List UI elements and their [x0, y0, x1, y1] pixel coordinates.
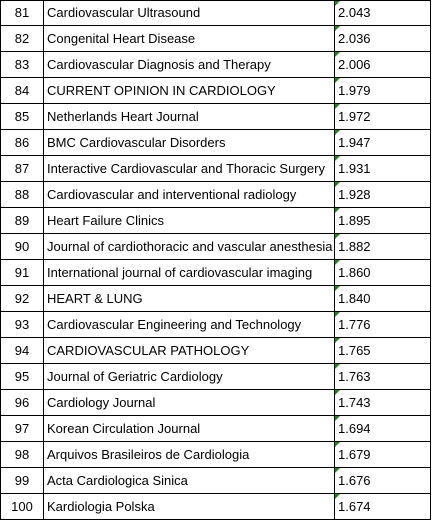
journal-name-cell[interactable]: Cardiovascular Engineering and Technolog… — [44, 312, 335, 338]
journal-name-cell[interactable]: Journal of cardiothoracic and vascular a… — [44, 234, 335, 260]
impact-value-cell[interactable]: 1.679 — [335, 442, 431, 468]
table-row: 84 CURRENT OPINION IN CARDIOLOGY 1.979 — [0, 78, 434, 104]
table-row: 82 Congenital Heart Disease 2.036 — [0, 26, 434, 52]
table-row: 87 Interactive Cardiovascular and Thoraci… — [0, 156, 434, 182]
table-row: 88 Cardiovascular and interventional radi… — [0, 182, 434, 208]
impact-value-cell[interactable]: 1.676 — [335, 468, 431, 494]
impact-value-cell[interactable]: 1.743 — [335, 390, 431, 416]
table-row: 98 Arquivos Brasileiros de Cardiologia 1.6… — [0, 442, 434, 468]
journal-name-cell[interactable]: CARDIOVASCULAR PATHOLOGY — [44, 338, 335, 364]
impact-value-cell[interactable]: 1.860 — [335, 260, 431, 286]
journal-name-cell[interactable]: Arquivos Brasileiros de Cardiologia — [44, 442, 335, 468]
rank-cell[interactable]: 93 — [0, 312, 44, 338]
impact-value-cell[interactable]: 1.947 — [335, 130, 431, 156]
impact-value-cell[interactable]: 1.931 — [335, 156, 431, 182]
journal-name-cell[interactable]: Congenital Heart Disease — [44, 26, 335, 52]
journal-name-cell[interactable]: International journal of cardiovascular … — [44, 260, 335, 286]
journal-name-cell[interactable]: Korean Circulation Journal — [44, 416, 335, 442]
impact-value-cell[interactable]: 1.765 — [335, 338, 431, 364]
journal-name-cell[interactable]: Heart Failure Clinics — [44, 208, 335, 234]
table-row: 89 Heart Failure Clinics 1.895 — [0, 208, 434, 234]
journal-name-cell[interactable]: Journal of Geriatric Cardiology — [44, 364, 335, 390]
journal-name-cell[interactable]: Kardiologia Polska — [44, 494, 335, 520]
impact-value-cell[interactable]: 1.776 — [335, 312, 431, 338]
table-row: 97 Korean Circulation Journal 1.694 — [0, 416, 434, 442]
table-row: 85 Netherlands Heart Journal 1.972 — [0, 104, 434, 130]
impact-value-cell[interactable]: 1.972 — [335, 104, 431, 130]
rank-cell[interactable]: 86 — [0, 130, 44, 156]
journal-name-cell[interactable]: Cardiovascular and interventional radiol… — [44, 182, 335, 208]
impact-value-cell[interactable]: 1.840 — [335, 286, 431, 312]
rank-cell[interactable]: 92 — [0, 286, 44, 312]
journal-name-cell[interactable]: Acta Cardiologica Sinica — [44, 468, 335, 494]
journal-name-cell[interactable]: Interactive Cardiovascular and Thoracic … — [44, 156, 335, 182]
impact-value-cell[interactable]: 1.928 — [335, 182, 431, 208]
table-row: 100 Kardiologia Polska 1.674 — [0, 494, 434, 520]
journal-name-cell[interactable]: Netherlands Heart Journal — [44, 104, 335, 130]
table-row: 95 Journal of Geriatric Cardiology 1.763 — [0, 364, 434, 390]
journal-name-cell[interactable]: HEART & LUNG — [44, 286, 335, 312]
impact-value-cell[interactable]: 1.895 — [335, 208, 431, 234]
rank-cell[interactable]: 84 — [0, 78, 44, 104]
impact-value-cell[interactable]: 1.882 — [335, 234, 431, 260]
impact-value-cell[interactable]: 1.674 — [335, 494, 431, 520]
table-row: 99 Acta Cardiologica Sinica 1.676 — [0, 468, 434, 494]
rank-cell[interactable]: 87 — [0, 156, 44, 182]
rank-cell[interactable]: 88 — [0, 182, 44, 208]
journal-name-cell[interactable]: Cardiology Journal — [44, 390, 335, 416]
rank-cell[interactable]: 85 — [0, 104, 44, 130]
table-row: 91 International journal of cardiovascula… — [0, 260, 434, 286]
table-row: 92 HEART & LUNG 1.840 — [0, 286, 434, 312]
rank-cell[interactable]: 83 — [0, 52, 44, 78]
table-row: 86 BMC Cardiovascular Disorders 1.947 — [0, 130, 434, 156]
table-row: 83 Cardiovascular Diagnosis and Therapy 2.… — [0, 52, 434, 78]
table-row: 96 Cardiology Journal 1.743 — [0, 390, 434, 416]
table-row: 94 CARDIOVASCULAR PATHOLOGY 1.765 — [0, 338, 434, 364]
rank-cell[interactable]: 100 — [0, 494, 44, 520]
rank-cell[interactable]: 96 — [0, 390, 44, 416]
impact-value-cell[interactable]: 1.979 — [335, 78, 431, 104]
rank-cell[interactable]: 94 — [0, 338, 44, 364]
rank-cell[interactable]: 91 — [0, 260, 44, 286]
rank-cell[interactable]: 89 — [0, 208, 44, 234]
table-row: 81 Cardiovascular Ultrasound 2.043 — [0, 0, 434, 26]
impact-value-cell[interactable]: 2.043 — [335, 0, 431, 26]
journal-name-cell[interactable]: CURRENT OPINION IN CARDIOLOGY — [44, 78, 335, 104]
impact-value-cell[interactable]: 1.694 — [335, 416, 431, 442]
journal-name-cell[interactable]: Cardiovascular Diagnosis and Therapy — [44, 52, 335, 78]
table-row: 90 Journal of cardiothoracic and vascular… — [0, 234, 434, 260]
rank-cell[interactable]: 97 — [0, 416, 44, 442]
impact-value-cell[interactable]: 2.006 — [335, 52, 431, 78]
rank-cell[interactable]: 95 — [0, 364, 44, 390]
impact-value-cell[interactable]: 2.036 — [335, 26, 431, 52]
rank-cell[interactable]: 98 — [0, 442, 44, 468]
journal-name-cell[interactable]: Cardiovascular Ultrasound — [44, 0, 335, 26]
rank-cell[interactable]: 82 — [0, 26, 44, 52]
impact-value-cell[interactable]: 1.763 — [335, 364, 431, 390]
table-row: 93 Cardiovascular Engineering and Technol… — [0, 312, 434, 338]
rank-cell[interactable]: 99 — [0, 468, 44, 494]
journal-name-cell[interactable]: BMC Cardiovascular Disorders — [44, 130, 335, 156]
rank-cell[interactable]: 81 — [0, 0, 44, 26]
rank-cell[interactable]: 90 — [0, 234, 44, 260]
